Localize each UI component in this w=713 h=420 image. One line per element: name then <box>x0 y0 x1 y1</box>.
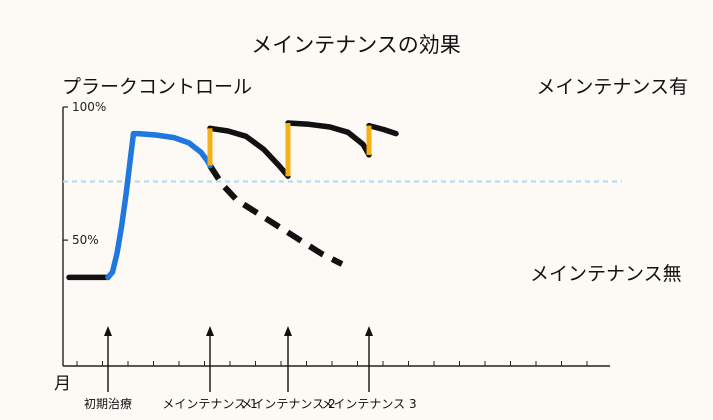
series-line-without-maintenance <box>207 163 344 267</box>
series-line-with-maintenance <box>207 125 291 179</box>
event-arrow-head <box>206 326 214 336</box>
series-line-initial-treatment <box>105 130 213 281</box>
y-tick-label: 50% <box>72 233 99 247</box>
y-tick-label: 100% <box>72 100 106 114</box>
y-axis-label: プラークコントロール <box>62 76 252 98</box>
chart-title: メインテナンスの効果 <box>251 33 461 57</box>
x-axis-label: 月 <box>54 374 71 394</box>
event-label: メインテナンス 2 <box>240 397 335 411</box>
event-label: メインテナンス 1 <box>162 397 257 411</box>
series-label-with-maintenance: メインテナンス有 <box>536 76 688 98</box>
event-label: 初期治療 <box>84 397 132 411</box>
event-arrow-head <box>365 326 373 336</box>
series-line-with-maintenance <box>366 122 399 137</box>
series-line-with-maintenance <box>285 120 372 158</box>
series-label-without-maintenance: メインテナンス無 <box>530 263 682 285</box>
event-arrow-head <box>104 326 112 336</box>
event-arrow-head <box>284 326 292 336</box>
event-label: メインテナンス 3 <box>321 397 416 411</box>
